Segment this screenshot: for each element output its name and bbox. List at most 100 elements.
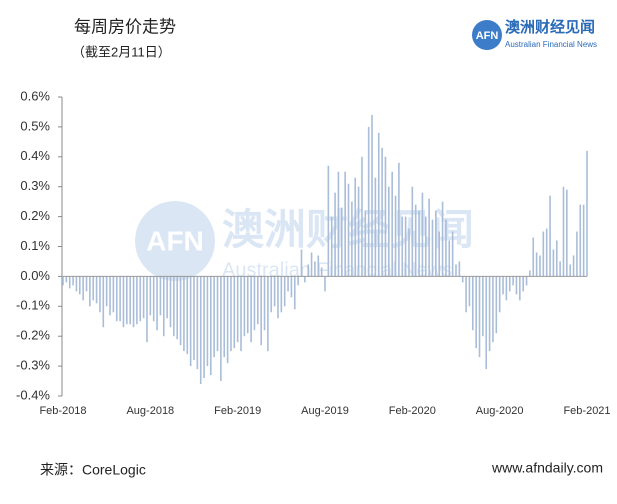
bar (293, 276, 296, 310)
bar (99, 276, 101, 313)
bar (314, 261, 316, 277)
bar (482, 276, 484, 337)
bar (300, 249, 303, 277)
bar (273, 276, 276, 307)
bar (394, 195, 397, 277)
bar (253, 276, 256, 331)
bar (78, 276, 81, 295)
bar (173, 276, 175, 337)
bar (102, 276, 105, 328)
bar (451, 231, 454, 277)
bar (519, 276, 521, 301)
bar (535, 252, 538, 277)
bar (193, 276, 195, 361)
bar (112, 276, 115, 313)
bar (549, 195, 551, 277)
bar (213, 276, 215, 358)
bar (149, 276, 152, 316)
bar (421, 192, 424, 277)
bar (236, 276, 239, 343)
bar (186, 276, 189, 355)
bar (414, 204, 417, 277)
bar (189, 276, 192, 367)
bar (384, 156, 387, 277)
bar (438, 231, 441, 277)
bar (317, 255, 320, 277)
bar (529, 270, 531, 277)
bar (371, 114, 373, 277)
y-tick-label: -0.3% (16, 358, 50, 373)
bar (468, 276, 471, 307)
bar (461, 276, 464, 283)
bar (357, 186, 360, 277)
bar (388, 186, 390, 277)
bar (307, 264, 310, 277)
bar (522, 276, 524, 292)
bar (72, 276, 74, 286)
bar (381, 147, 383, 277)
bar (539, 255, 541, 277)
logo-circle (472, 20, 502, 50)
chart-subtitle: （截至2月11日） (72, 44, 171, 59)
bar (347, 183, 350, 277)
bar (230, 276, 232, 352)
bar (277, 276, 279, 319)
bar (471, 276, 474, 331)
y-tick-label: 0.5% (20, 118, 50, 133)
bar (85, 276, 88, 292)
y-tick-label: 0.3% (20, 178, 50, 193)
bar (445, 219, 447, 277)
bar (340, 207, 343, 277)
bar (105, 276, 108, 307)
y-tick-label: 0.2% (20, 208, 50, 223)
bar (441, 201, 444, 277)
y-tick-label: 0.0% (20, 268, 50, 283)
bar (576, 231, 578, 277)
bar (216, 276, 219, 352)
bar (458, 261, 461, 277)
bar (324, 276, 326, 292)
bar (354, 177, 357, 277)
bar (485, 276, 488, 370)
bar (119, 276, 121, 322)
bar (196, 276, 199, 370)
bar (240, 276, 242, 352)
bar (267, 276, 269, 352)
bar (448, 240, 451, 277)
logo-mark: AFN (476, 30, 499, 42)
bar (68, 276, 71, 289)
website: www.afndaily.com (491, 460, 603, 476)
bar (498, 276, 501, 313)
bar (220, 276, 222, 382)
bar (562, 186, 565, 277)
bar (361, 156, 363, 277)
bar (431, 219, 434, 277)
bar (226, 276, 229, 364)
bar (304, 276, 306, 283)
bar (401, 216, 404, 277)
y-tick-label: -0.1% (16, 298, 50, 313)
x-tick-label: Feb-2018 (39, 405, 86, 417)
bar (555, 240, 558, 277)
bar (89, 276, 91, 307)
bar (512, 276, 514, 286)
bar (115, 276, 118, 322)
bar (310, 252, 313, 277)
bar (475, 276, 477, 349)
bar (364, 210, 367, 277)
chart-title: 每周房价走势 (74, 17, 176, 36)
bar (582, 204, 585, 277)
x-tick-label: Aug-2019 (301, 405, 349, 417)
bar (579, 204, 582, 277)
bar (169, 276, 172, 328)
bar (109, 276, 111, 316)
bar (65, 276, 68, 283)
bar (159, 276, 162, 316)
bar (542, 231, 545, 277)
bar (586, 150, 588, 277)
bar (569, 264, 572, 277)
bar (508, 276, 511, 292)
x-tick-label: Aug-2020 (476, 405, 524, 417)
bar (374, 177, 377, 277)
watermark-mark: AFN (146, 225, 204, 256)
